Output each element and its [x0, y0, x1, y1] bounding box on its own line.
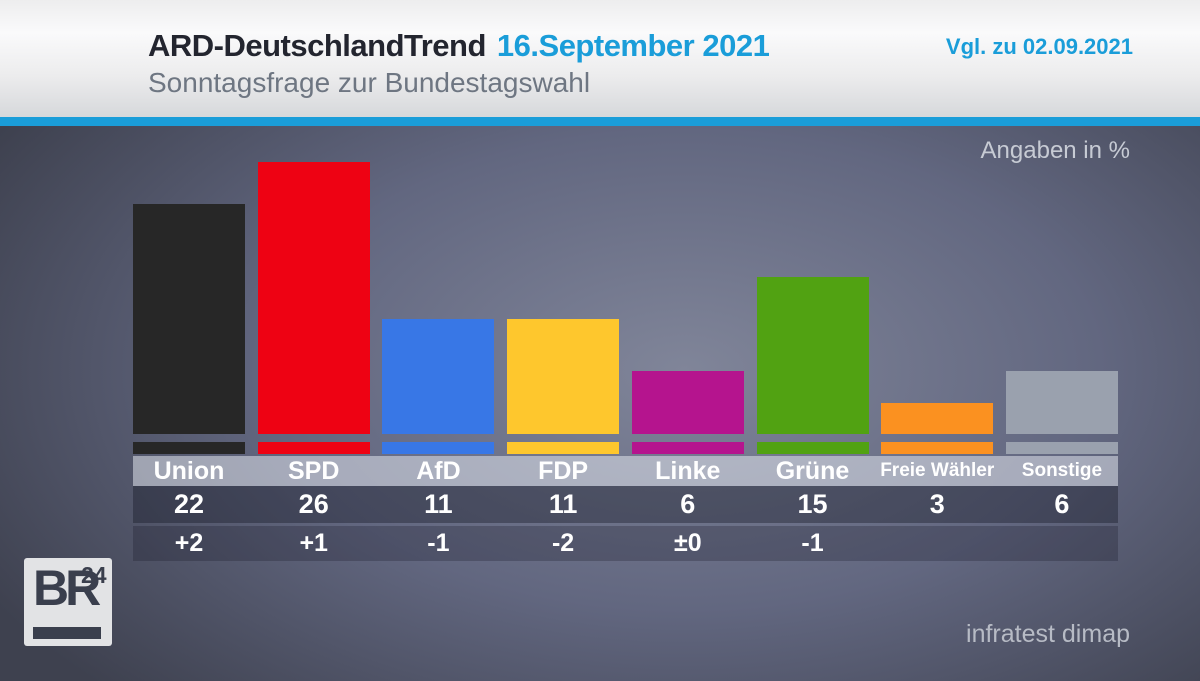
bar-base-grune [756, 442, 869, 454]
party-change-grune: -1 [801, 529, 824, 557]
bar-afd [382, 319, 495, 434]
party-value-spd: 26 [298, 489, 329, 519]
party-values-row: 22 26 11 11 6 15 3 6 [133, 486, 1118, 523]
source-credit: infratest dimap [966, 620, 1130, 648]
bar-base-spd [257, 442, 370, 454]
bar-base-union [133, 442, 245, 454]
bar-grune [756, 277, 869, 434]
party-label-linke: Linke [655, 456, 721, 485]
party-value-linke: 6 [680, 489, 696, 519]
page-subtitle: Sonntagsfrage zur Bundestagswahl [148, 67, 591, 98]
party-change-spd: +1 [299, 529, 328, 557]
page-title-date: 16.September 2021 [496, 28, 770, 63]
br24-logo-underline [33, 627, 101, 639]
party-change-linke: ±0 [674, 529, 702, 557]
party-change-union: +2 [174, 529, 204, 557]
bar-union [133, 204, 245, 434]
party-value-grune: 15 [797, 489, 828, 519]
party-label-union: Union [153, 456, 225, 485]
party-changes-row: +2 +1 -1 -2 ±0 -1 [133, 526, 1118, 561]
bar-base-linke [631, 442, 744, 454]
page-title: ARD-DeutschlandTrend 16.September 2021 [148, 28, 770, 64]
bar-base-fdp [507, 442, 620, 454]
party-labels-row: Union SPD AfD FDP Linke Grüne Freie Wähler Sons… [133, 456, 1118, 486]
comparison-note: Vgl. zu 02.09.2021 [945, 34, 1133, 59]
bar-fdp [507, 319, 620, 434]
party-label-spd: SPD [288, 456, 340, 485]
accent-divider [0, 117, 1200, 126]
br24-logo-text: BR [33, 560, 101, 616]
br24-logo-superscript: 24 [81, 562, 107, 588]
party-change-afd: -1 [427, 529, 450, 557]
bar-linke [631, 371, 744, 434]
header: ARD-DeutschlandTrend 16.September 2021 So… [0, 0, 1200, 117]
bar-base-afd [382, 442, 495, 454]
party-label-sonstige: Sonstige [1021, 460, 1103, 481]
party-value-union: 22 [173, 489, 205, 519]
party-change-sonstige [1006, 526, 1118, 561]
bar-spd [257, 162, 370, 434]
party-value-fdp: 11 [548, 489, 578, 519]
party-label-afd: AfD [416, 456, 461, 485]
party-value-sonstige: 6 [1054, 489, 1070, 519]
party-value-freie-wahler: 3 [929, 489, 945, 519]
chart-area: Angaben in % Union SPD AfD FDP Linke Grüne Fre… [0, 126, 1200, 681]
party-label-fdp: FDP [538, 456, 589, 485]
page-title-main: ARD-DeutschlandTrend [148, 28, 486, 63]
br24-logo: BR 24 [24, 558, 112, 646]
bar-bases-row [133, 442, 1118, 454]
bars-row [133, 126, 1118, 434]
party-label-freie-wahler: Freie Wähler [880, 460, 995, 481]
bar-sonstige [1005, 371, 1118, 434]
party-value-afd: 11 [424, 489, 453, 519]
party-label-grune: Grüne [775, 456, 850, 485]
bar-base-sonstige [1005, 442, 1118, 454]
bar-base-freie-wahler [881, 442, 994, 454]
party-change-freie-wahler [881, 526, 993, 561]
bar-freie-wahler [881, 403, 994, 434]
party-change-fdp: -2 [551, 529, 575, 557]
unit-note: Angaben in % [980, 137, 1130, 164]
